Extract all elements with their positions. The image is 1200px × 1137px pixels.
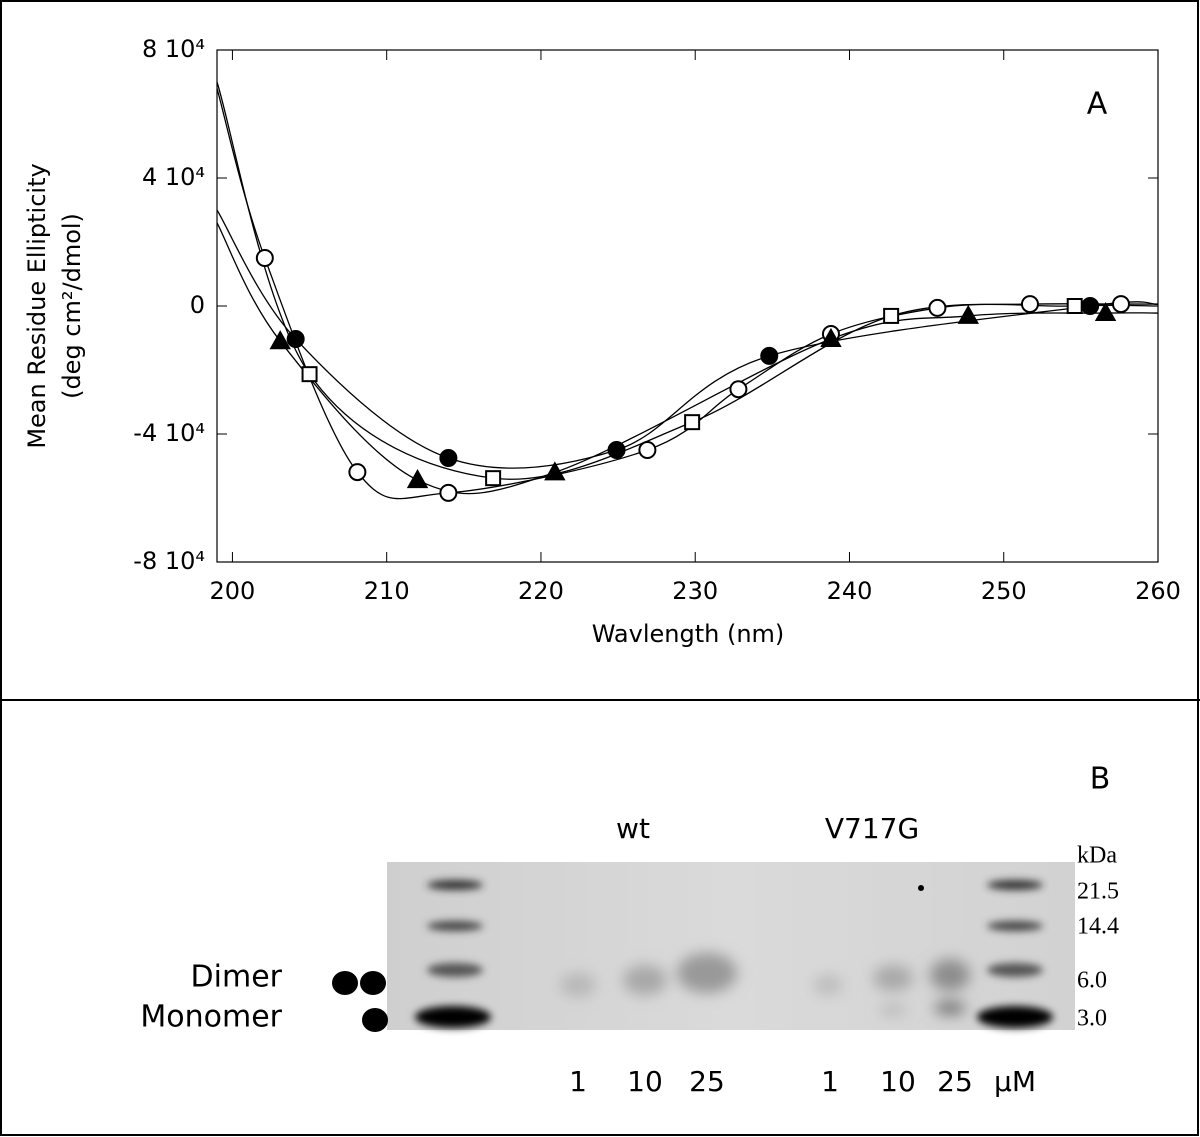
y-tick-label: -4 10⁴ (133, 419, 205, 447)
marker (760, 346, 779, 365)
group-label: wt (616, 812, 650, 845)
marker (1020, 295, 1039, 314)
marker (1081, 297, 1100, 315)
marker-label: 3.0 (1077, 1006, 1107, 1032)
marker (957, 304, 979, 324)
marker (286, 329, 305, 348)
marker-label: 21.5 (1077, 879, 1119, 905)
lane-label: 10 (627, 1065, 663, 1098)
panel-b: B wt V717G Dimer Monomer kDa 21.5 14.4 (140, 762, 1119, 1099)
lane-label: 1 (821, 1065, 839, 1098)
y-tick-label: 0 (190, 291, 205, 319)
y-tick-label: 8 10⁴ (142, 35, 205, 63)
lane-label: 25 (937, 1065, 973, 1098)
marker (301, 366, 318, 383)
marker (406, 469, 429, 489)
marker (439, 483, 458, 502)
series-line (217, 88, 1158, 500)
lane-label: 10 (880, 1065, 916, 1098)
marker (729, 380, 748, 399)
y-tick-label: -8 10⁴ (133, 547, 205, 575)
marker (1094, 302, 1117, 322)
marker-label: 14.4 (1077, 914, 1119, 940)
marker (348, 463, 367, 482)
marker (820, 327, 842, 347)
y-axis-label: (deg cm²/dmol) (58, 213, 86, 399)
y-tick-label: 4 10⁴ (142, 163, 205, 191)
x-tick-label: 210 (364, 577, 410, 605)
lane-label: 25 (689, 1065, 725, 1098)
marker (1066, 298, 1083, 314)
lane-label: 1 (569, 1065, 587, 1098)
marker (607, 441, 626, 459)
y-axis-label: Mean Residue Ellipticity (23, 163, 51, 448)
x-tick-label: 220 (518, 577, 564, 605)
marker (638, 441, 657, 459)
panel-label: A (1087, 87, 1108, 122)
x-axis-label: Wavlength (nm) (592, 620, 785, 648)
species-label: Dimer (191, 960, 283, 995)
unit-header: kDa (1077, 843, 1117, 869)
speck (918, 885, 924, 891)
marker (485, 470, 502, 487)
marker (255, 249, 274, 267)
marker (439, 449, 458, 467)
marker (1111, 295, 1130, 314)
panel-label: B (1090, 762, 1111, 797)
marker (269, 330, 291, 350)
ladder (415, 880, 1053, 1028)
x-tick-label: 250 (981, 577, 1027, 605)
marker (928, 298, 947, 317)
lane-label: µM (994, 1065, 1036, 1098)
x-tick-label: 200 (210, 577, 256, 605)
marker (684, 414, 701, 431)
plot-a: A Wavlength (nm) Mean Residue Ellipticit… (23, 35, 1181, 648)
species-label: Monomer (140, 1000, 282, 1035)
gel-image (387, 862, 1075, 1030)
x-tick-label: 240 (827, 577, 873, 605)
species-icons (332, 971, 388, 1032)
marker-label: 6.0 (1077, 968, 1107, 994)
x-tick-label: 260 (1135, 577, 1181, 605)
marker (883, 307, 900, 324)
series-line (217, 222, 1158, 495)
x-tick-label: 230 (672, 577, 718, 605)
marker (544, 461, 566, 481)
sample-bands (560, 953, 970, 1015)
plot-frame (216, 49, 1159, 563)
group-label: V717G (825, 812, 919, 845)
